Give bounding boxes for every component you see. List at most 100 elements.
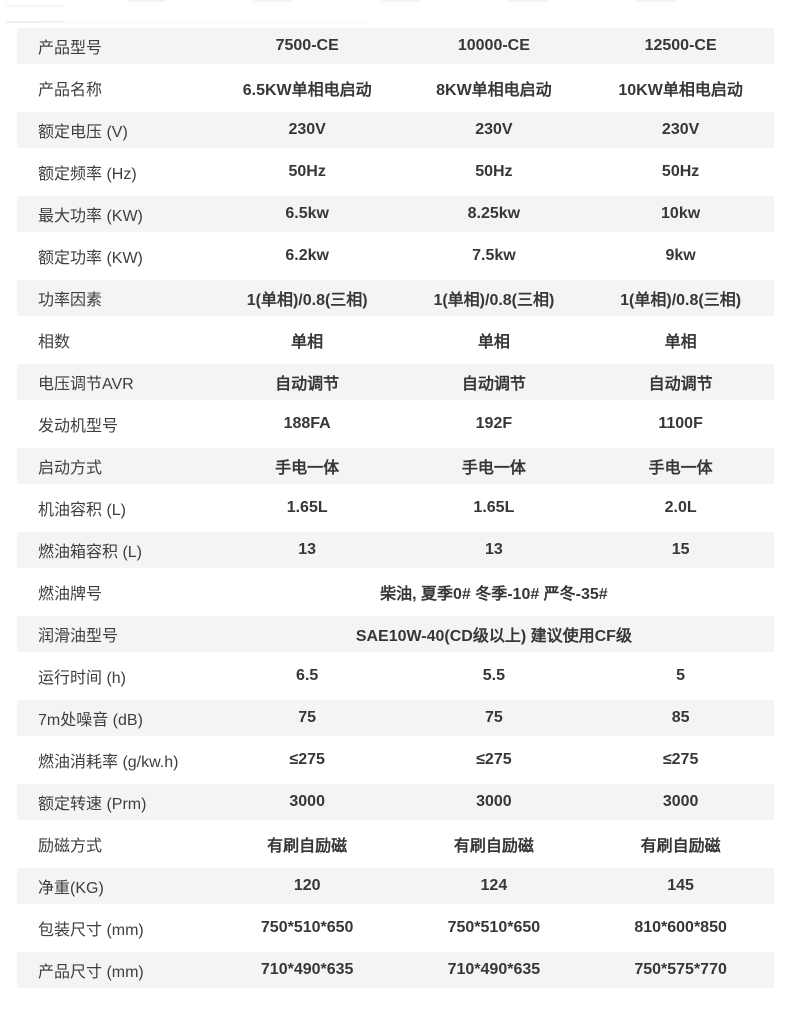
spec-row: 7m处噪音 (dB) 75 75 85 bbox=[17, 700, 774, 736]
spec-value-col1: 1(单相)/0.8(三相) bbox=[246, 292, 368, 309]
spec-value-col2: 单相 bbox=[477, 334, 510, 351]
spec-value-col2: 230V bbox=[475, 121, 513, 138]
spec-values: 1(单相)/0.8(三相) 1(单相)/0.8(三相) 1(单相)/0.8(三相… bbox=[214, 286, 774, 310]
top-artifact-dash bbox=[382, 0, 420, 2]
spec-value-col1: 710*490*635 bbox=[260, 961, 354, 978]
spec-value-col3: 50Hz bbox=[661, 163, 700, 180]
spec-value-col3: 230V bbox=[661, 121, 700, 138]
spec-value-col2: 192F bbox=[475, 415, 513, 432]
spec-row: 运行时间 (h) 6.5 5.5 5 bbox=[17, 658, 774, 694]
spec-row: 净重(KG) 120 124 145 bbox=[17, 868, 774, 904]
spec-label: 额定频率 (Hz) bbox=[38, 166, 137, 183]
spec-label: 产品名称 bbox=[38, 82, 103, 99]
spec-label: 额定转速 (Prm) bbox=[38, 796, 147, 813]
spec-value-col1: 188FA bbox=[283, 415, 331, 432]
spec-value-col2: ≤275 bbox=[476, 751, 512, 768]
spec-value-col2: 8KW单相电启动 bbox=[436, 82, 552, 99]
top-artifact-dash bbox=[128, 0, 166, 2]
spec-value-col1: 7500-CE bbox=[275, 37, 339, 54]
spec-label: 电压调节AVR bbox=[38, 376, 134, 393]
top-artifact-dash bbox=[509, 0, 547, 2]
spec-label: 燃油牌号 bbox=[38, 586, 103, 603]
spec-value-col2: 自动调节 bbox=[461, 376, 526, 393]
spec-label: 运行时间 (h) bbox=[38, 670, 127, 687]
spec-value-col2: 5.5 bbox=[482, 667, 506, 684]
spec-label: 产品型号 bbox=[38, 40, 103, 57]
spec-label: 功率因素 bbox=[38, 292, 103, 309]
spec-value-col2: 710*490*635 bbox=[447, 961, 541, 978]
spec-values: 120 124 145 bbox=[214, 877, 774, 895]
spec-value-col3: 2.0L bbox=[664, 499, 697, 516]
spec-value-col3: 810*600*850 bbox=[634, 919, 727, 936]
spec-values: 6.2kw 7.5kw 9kw bbox=[214, 247, 774, 265]
spec-values: 1.65L 1.65L 2.0L bbox=[214, 499, 774, 517]
spec-value-col2: 1.65L bbox=[473, 499, 515, 516]
spec-label: 额定功率 (KW) bbox=[38, 250, 143, 267]
spec-label: 额定电压 (V) bbox=[38, 124, 128, 141]
spec-label: 7m处噪音 (dB) bbox=[38, 712, 143, 729]
spec-row: 电压调节AVR 自动调节 自动调节 自动调节 bbox=[17, 364, 774, 400]
spec-values: 710*490*635 710*490*635 750*575*770 bbox=[214, 961, 774, 979]
top-decoration bbox=[0, 0, 790, 24]
spec-row: 包装尺寸 (mm) 750*510*650 750*510*650 810*60… bbox=[17, 910, 774, 946]
spec-values: 50Hz 50Hz 50Hz bbox=[214, 163, 774, 181]
spec-value-col2: 50Hz bbox=[475, 163, 513, 180]
spec-row: 润滑油型号 SAE10W-40(CD级以上) 建议使用CF级 bbox=[17, 616, 774, 652]
spec-value-col3: ≤275 bbox=[662, 751, 699, 768]
spec-label: 相数 bbox=[38, 334, 71, 351]
spec-value-span: 柴油, 夏季0# 冬季-10# 严冬-35# bbox=[380, 586, 608, 603]
top-artifact-line bbox=[42, 22, 372, 23]
spec-label: 最大功率 (KW) bbox=[38, 208, 143, 225]
spec-label: 机油容积 (L) bbox=[38, 502, 127, 519]
spec-value-col2: 13 bbox=[484, 541, 503, 558]
spec-label: 发动机型号 bbox=[38, 418, 119, 435]
top-artifact-dash bbox=[254, 0, 292, 2]
spec-value-col3: 1100F bbox=[658, 415, 703, 432]
spec-row: 启动方式 手电一体 手电一体 手电一体 bbox=[17, 448, 774, 484]
spec-value-col1: 3000 bbox=[289, 793, 325, 810]
spec-row: 功率因素 1(单相)/0.8(三相) 1(单相)/0.8(三相) 1(单相)/0… bbox=[17, 280, 774, 316]
spec-value-col3: 单相 bbox=[664, 334, 697, 351]
spec-value-col1: 13 bbox=[298, 541, 317, 558]
spec-row: 额定电压 (V) 230V 230V 230V bbox=[17, 112, 774, 148]
spec-row: 最大功率 (KW) 6.5kw 8.25kw 10kw bbox=[17, 196, 774, 232]
spec-value-col2: 8.25kw bbox=[467, 205, 521, 222]
spec-value-col1: 1.65L bbox=[286, 499, 328, 516]
spec-value-col1: 单相 bbox=[291, 334, 324, 351]
spec-value-col3: 750*575*770 bbox=[634, 961, 727, 978]
spec-value-col2: 10000-CE bbox=[457, 37, 530, 54]
top-artifact-squiggle bbox=[6, 5, 64, 23]
spec-value-col1: 120 bbox=[293, 877, 321, 894]
spec-value-col3: 自动调节 bbox=[648, 376, 713, 393]
spec-value-col2: 750*510*650 bbox=[447, 919, 541, 936]
spec-value-col3: 有刷自励磁 bbox=[640, 838, 721, 855]
spec-value-col3: 10kw bbox=[661, 205, 701, 222]
spec-label: 励磁方式 bbox=[38, 838, 103, 855]
product-spec-table: 产品型号 7500-CE 10000-CE 12500-CE 产品名称 6.5K… bbox=[17, 25, 774, 991]
spec-value-col2: 1(单相)/0.8(三相) bbox=[433, 292, 555, 309]
spec-values: 有刷自励磁 有刷自励磁 有刷自励磁 bbox=[214, 832, 774, 856]
spec-row: 燃油箱容积 (L) 13 13 15 bbox=[17, 532, 774, 568]
spec-value-col1: 50Hz bbox=[288, 163, 326, 180]
spec-row: 发动机型号 188FA 192F 1100F bbox=[17, 406, 774, 442]
spec-label: 产品尺寸 (mm) bbox=[38, 964, 144, 981]
spec-value-col1: 有刷自励磁 bbox=[267, 838, 348, 855]
spec-row: 产品名称 6.5KW单相电启动 8KW单相电启动 10KW单相电启动 bbox=[17, 70, 774, 106]
spec-value-col3: 10KW单相电启动 bbox=[618, 82, 743, 99]
top-artifact-dash bbox=[637, 0, 675, 2]
spec-value-col1: 75 bbox=[298, 709, 317, 726]
spec-value-col2: 有刷自励磁 bbox=[453, 838, 534, 855]
spec-value-col2: 3000 bbox=[476, 793, 512, 810]
spec-value-col1: 6.2kw bbox=[285, 247, 329, 264]
spec-value-col1: 6.5 bbox=[296, 667, 319, 684]
spec-value-col3: 145 bbox=[667, 877, 694, 894]
spec-value-col3: 5 bbox=[676, 667, 686, 684]
spec-values: 6.5kw 8.25kw 10kw bbox=[214, 205, 774, 223]
spec-value-col3: 85 bbox=[671, 709, 690, 726]
spec-values: 6.5 5.5 5 bbox=[214, 667, 774, 685]
spec-value-col1: 6.5KW单相电启动 bbox=[242, 82, 372, 99]
spec-values: 7500-CE 10000-CE 12500-CE bbox=[214, 37, 774, 55]
spec-row: 额定频率 (Hz) 50Hz 50Hz 50Hz bbox=[17, 154, 774, 190]
spec-row: 产品型号 7500-CE 10000-CE 12500-CE bbox=[17, 28, 774, 64]
spec-value-col3: 9kw bbox=[665, 247, 696, 264]
